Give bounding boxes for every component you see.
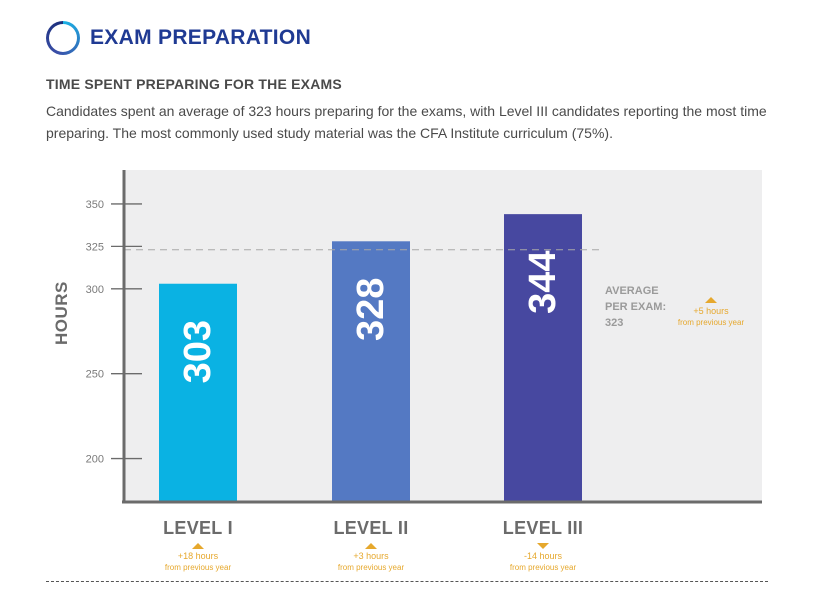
bar-1 bbox=[159, 283, 237, 501]
bar-value-label: 303 bbox=[177, 320, 219, 383]
bar-value-label: 344 bbox=[522, 250, 564, 313]
y-tick-label: 350 bbox=[86, 199, 104, 211]
triangle-down-icon bbox=[537, 543, 549, 549]
bar-value-label: 328 bbox=[350, 278, 392, 341]
triangle-up-icon bbox=[192, 543, 204, 549]
page-header: EXAM PREPARATION bbox=[46, 20, 311, 56]
category-label: LEVEL III bbox=[502, 518, 584, 538]
average-label-line2: PER EXAM: bbox=[605, 301, 667, 313]
category-label: LEVEL II bbox=[333, 518, 409, 538]
bar-2 bbox=[332, 241, 410, 502]
bottom-divider bbox=[46, 581, 768, 582]
y-axis-title: HOURS bbox=[52, 281, 71, 345]
average-label-line3: 323 bbox=[605, 317, 624, 329]
change-sub: from previous year bbox=[509, 563, 577, 572]
page-title: EXAM PREPARATION bbox=[90, 26, 312, 49]
change-sub: from previous year bbox=[337, 563, 405, 572]
y-tick-label: 250 bbox=[86, 369, 104, 381]
y-tick-label: 300 bbox=[86, 284, 104, 296]
change-sub: from previous year bbox=[164, 563, 232, 572]
category-level-1: LEVEL I +18 hours from previous year bbox=[128, 518, 268, 573]
average-change-text: +5 hours bbox=[693, 306, 729, 316]
change-text: +18 hours bbox=[177, 551, 219, 561]
category-label: LEVEL I bbox=[163, 518, 233, 538]
y-tick-label: 200 bbox=[86, 454, 104, 466]
category-level-2: LEVEL II +3 hours from previous year bbox=[301, 518, 441, 573]
triangle-up-icon bbox=[365, 543, 377, 549]
average-change: +5 hours from previous year bbox=[670, 297, 752, 328]
average-label: AVERAGE PER EXAM: 323 bbox=[605, 283, 666, 331]
change-text: -14 hours bbox=[523, 551, 563, 561]
change-text: +3 hours bbox=[353, 551, 389, 561]
category-level-3: LEVEL III -14 hours from previous year bbox=[473, 518, 613, 573]
triangle-up-icon bbox=[705, 297, 717, 303]
section-description: Candidates spent an average of 323 hours… bbox=[46, 103, 767, 141]
average-label-line1: AVERAGE bbox=[605, 285, 659, 297]
bar-3 bbox=[504, 214, 582, 501]
average-change-sub: from previous year bbox=[677, 318, 745, 327]
section-subtitle: TIME SPENT PREPARING FOR THE EXAMS bbox=[46, 76, 342, 92]
circle-icon bbox=[46, 21, 80, 55]
y-tick-label: 325 bbox=[86, 241, 104, 253]
